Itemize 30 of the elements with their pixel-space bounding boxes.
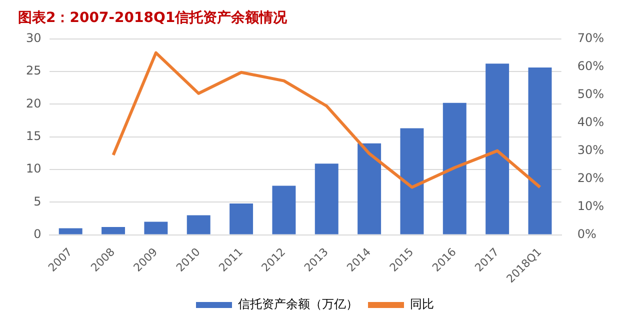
bar [486,64,510,234]
y2-tick-label: 40% [577,114,604,129]
bar [230,203,254,234]
y-tick-label: 20 [26,96,42,110]
y-tick-label: 25 [26,64,42,78]
legend-label: 信托资产余额（万亿） [238,297,358,312]
y2-tick-label: 20% [577,170,604,185]
bar [442,102,466,234]
bar [400,128,424,234]
bar [144,222,168,234]
y-tick-label: 30 [26,30,42,45]
bar [102,226,126,234]
chart-title: 图表2：2007-2018Q1信托资产余额情况 [18,9,288,26]
y2-tick-label: 0% [577,226,596,241]
y2-tick-label: 60% [577,58,604,73]
bar [272,186,296,234]
bar [528,68,552,234]
legend-label: 同比 [410,297,434,312]
y-tick-label: 15 [26,128,42,143]
bar [186,215,210,234]
bar [58,228,82,234]
y-tick-label: 10 [26,162,42,176]
bar [358,143,382,234]
y2-tick-label: 70% [577,30,604,45]
y-tick-label: 0 [34,226,42,241]
y2-tick-label: 30% [577,142,604,157]
y-tick-label: 5 [34,194,42,208]
bar [314,164,338,234]
y2-tick-label: 10% [577,198,604,213]
y2-tick-label: 50% [577,86,604,101]
